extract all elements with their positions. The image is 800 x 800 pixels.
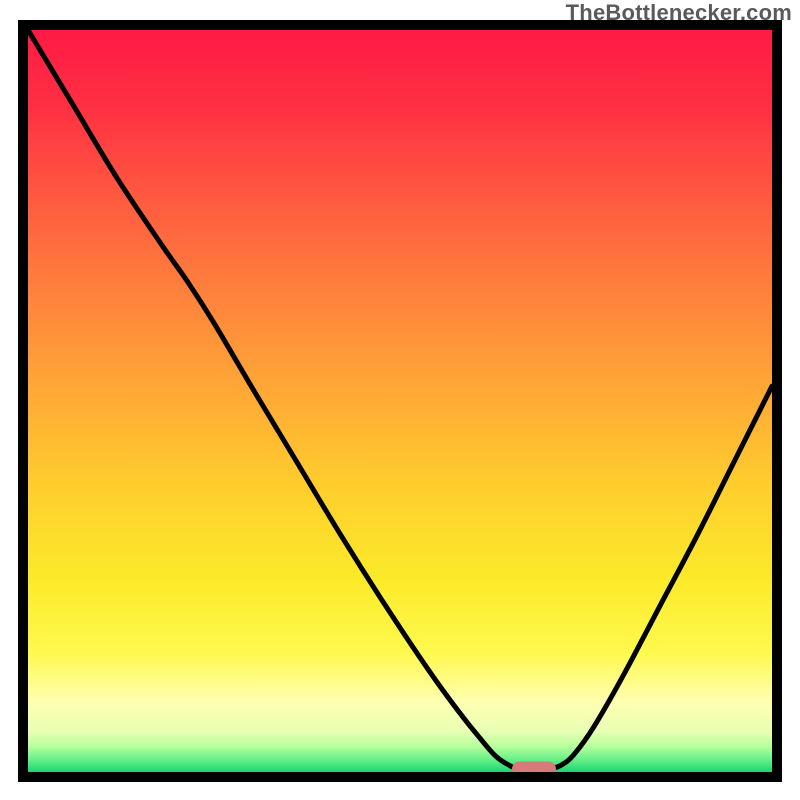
plot-border: [0, 0, 800, 800]
plot-border-rect: [23, 25, 777, 777]
